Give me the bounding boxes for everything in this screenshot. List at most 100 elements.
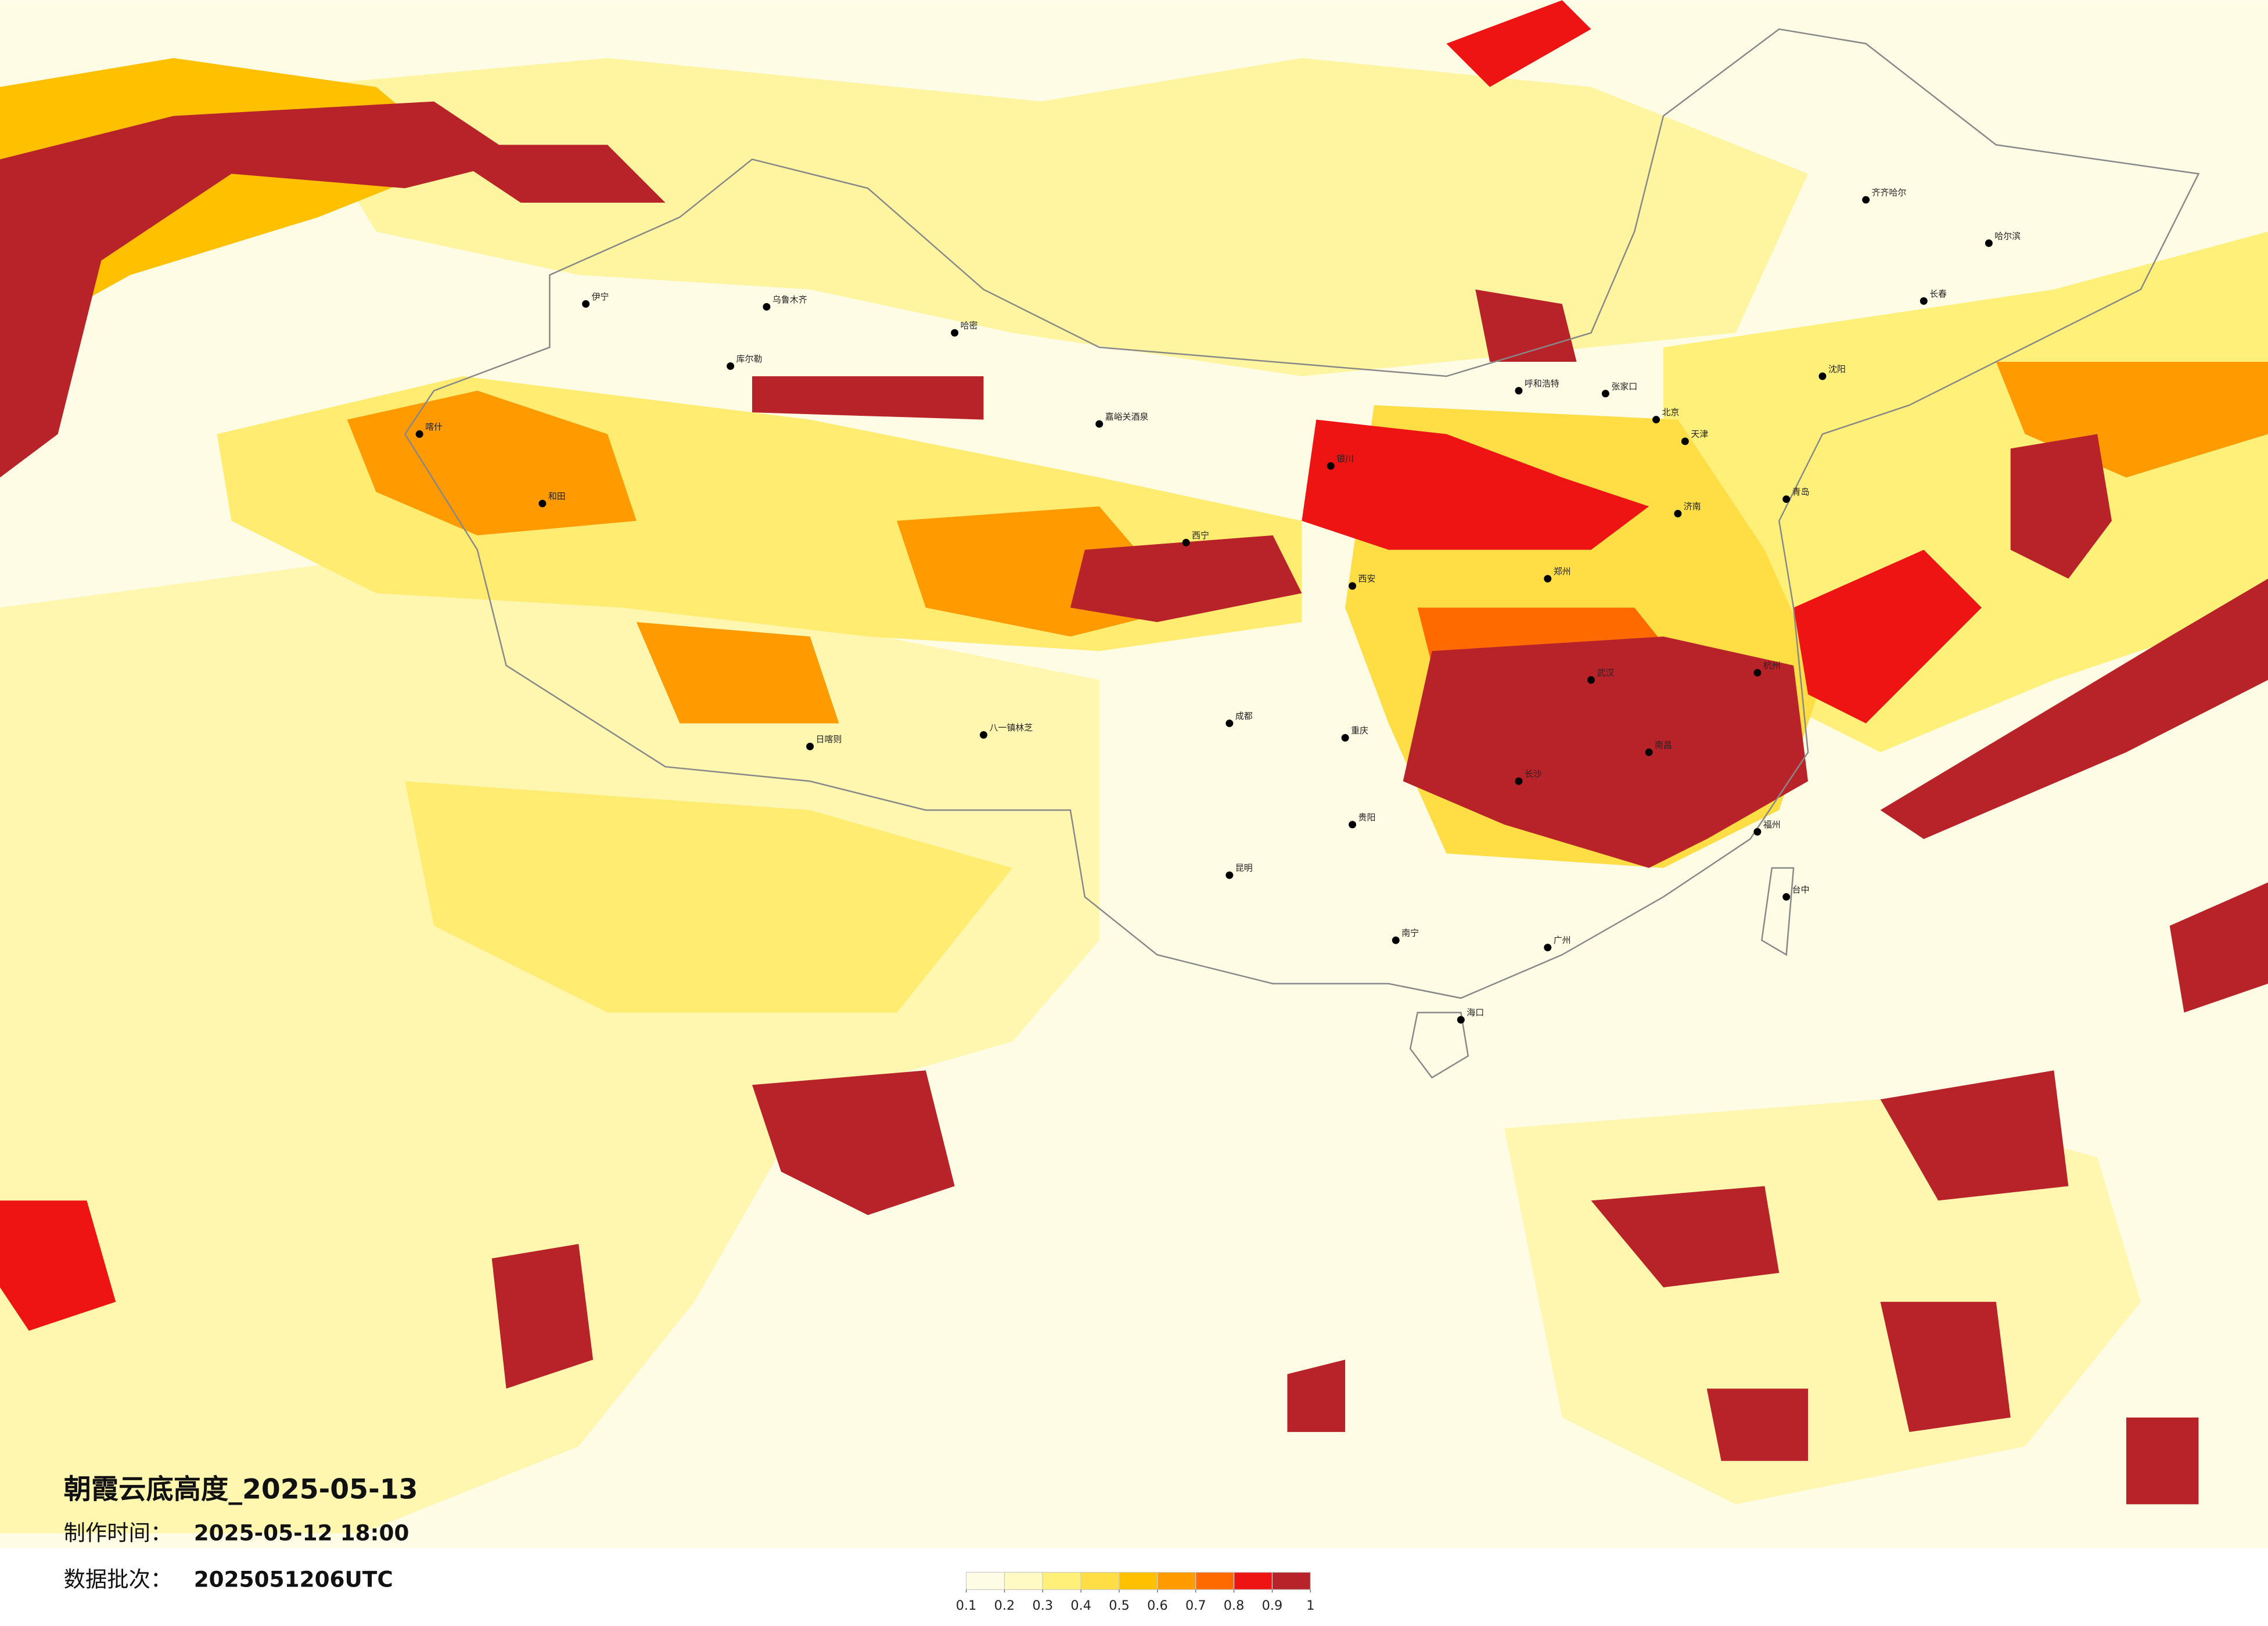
city-label: 长沙 <box>1525 769 1542 779</box>
city-dot <box>1182 538 1190 546</box>
city-dot <box>1349 582 1357 590</box>
city-dot <box>1753 668 1762 677</box>
city-dot <box>1645 748 1653 756</box>
colorbar-swatch <box>1195 1571 1235 1590</box>
colorbar-swatch <box>1233 1571 1273 1590</box>
city-label: 齐齐哈尔 <box>1872 188 1907 198</box>
city-label: 郑州 <box>1554 566 1571 577</box>
city-dot <box>1341 734 1349 742</box>
colorbar-tick-label: 0.5 <box>1109 1598 1130 1613</box>
batch-label: 数据批次： <box>64 1566 172 1592</box>
city-dot <box>1674 510 1682 517</box>
city-dot <box>1544 575 1552 583</box>
city-dot <box>1782 893 1791 901</box>
colorbar-tick-label: 0.4 <box>1070 1598 1091 1613</box>
city-dot <box>980 731 987 739</box>
colorbar-swatch <box>1080 1571 1120 1590</box>
city-dot <box>806 742 814 750</box>
city-dot <box>951 329 959 337</box>
city-label: 海口 <box>1467 1008 1484 1018</box>
city-label: 天津 <box>1691 429 1708 439</box>
map-title: 朝霞云底高度_2025-05-13 <box>64 1473 418 1505</box>
colorbar-tick-label: 0.3 <box>1033 1598 1054 1613</box>
colorbar-tick-label: 0.2 <box>994 1598 1015 1613</box>
city-dot <box>1862 196 1870 204</box>
city-dot <box>1601 390 1609 398</box>
city-label: 乌鲁木齐 <box>772 294 807 305</box>
city-label: 青岛 <box>1792 487 1810 497</box>
colorbar-swatch <box>1004 1571 1043 1590</box>
city-label: 济南 <box>1684 501 1701 512</box>
made-time: 2025-05-12 18:00 <box>194 1520 409 1546</box>
city-dot <box>1753 828 1762 836</box>
city-label: 杭州 <box>1763 660 1781 671</box>
city-label: 广州 <box>1554 935 1571 945</box>
city-label: 武汉 <box>1597 667 1614 678</box>
city-dot <box>1681 437 1689 445</box>
city-label: 沈阳 <box>1828 364 1846 374</box>
colorbar-tick-label: 1 <box>1306 1598 1314 1613</box>
city-dot <box>1818 372 1827 380</box>
colorbar-swatch <box>1157 1571 1196 1590</box>
cloud-field <box>0 0 2268 1534</box>
city-dot <box>1095 420 1104 428</box>
colorbar-tick-label: 0.6 <box>1147 1598 1168 1613</box>
city-label: 银川 <box>1336 454 1354 464</box>
city-label: 伊宁 <box>592 292 609 302</box>
city-label: 长春 <box>1929 289 1947 299</box>
city-label: 南昌 <box>1655 740 1672 750</box>
city-label: 台中 <box>1792 884 1810 895</box>
city-dot <box>1327 462 1335 470</box>
city-dot <box>1457 1016 1465 1024</box>
city-dot <box>1587 676 1595 684</box>
city-label: 南宁 <box>1401 928 1419 938</box>
city-label: 嘉峪关酒泉 <box>1105 412 1149 422</box>
city-label: 贵阳 <box>1358 812 1376 822</box>
city-label: 昆明 <box>1235 863 1253 873</box>
country-border <box>404 28 2200 999</box>
colorbar-swatch <box>965 1571 1005 1590</box>
city-dot <box>727 362 735 370</box>
colorbar-swatch <box>1119 1571 1158 1590</box>
city-dot <box>763 303 771 311</box>
city-dot <box>1920 297 1928 305</box>
city-label: 西宁 <box>1192 530 1209 541</box>
city-label: 北京 <box>1662 407 1680 418</box>
colorbar-tick-label: 0.7 <box>1185 1598 1206 1613</box>
made-label: 制作时间： <box>64 1520 172 1546</box>
colorbar-swatch <box>1042 1571 1081 1590</box>
island-border <box>1409 1012 1469 1079</box>
island-border <box>1760 867 1795 956</box>
city-label: 福州 <box>1763 819 1781 830</box>
colorbar-tick-label: 0.9 <box>1262 1598 1283 1613</box>
colorbar-tick-label: 0.1 <box>956 1598 977 1613</box>
city-dot <box>1225 871 1234 879</box>
city-label: 八一镇林芝 <box>989 722 1033 733</box>
city-label: 库尔勒 <box>736 354 763 364</box>
city-label: 日喀则 <box>816 734 842 744</box>
city-dot <box>538 499 547 508</box>
colorbar-tick-label: 0.8 <box>1224 1598 1245 1613</box>
city-label: 成都 <box>1235 711 1253 721</box>
city-dot <box>1652 416 1660 424</box>
city-dot <box>1392 936 1400 944</box>
city-dot <box>1782 495 1791 503</box>
city-dot <box>1515 777 1523 785</box>
city-dot <box>1544 944 1552 952</box>
city-dot <box>1225 720 1234 728</box>
city-label: 西安 <box>1358 574 1376 584</box>
city-label: 呼和浩特 <box>1525 378 1559 388</box>
city-label: 重庆 <box>1351 725 1368 736</box>
city-dot <box>1349 821 1357 829</box>
city-label: 张家口 <box>1611 381 1637 391</box>
batch-value: 2025051206UTC <box>194 1566 393 1592</box>
city-label: 哈密 <box>961 321 978 331</box>
city-label: 和田 <box>548 491 566 502</box>
city-label: 哈尔滨 <box>1994 231 2021 241</box>
colorbar: 0.1 0.2 0.3 0.4 0.5 0.6 0.7 0.8 0.9 1 <box>956 1571 1314 1613</box>
city-dot <box>582 300 590 308</box>
city-label: 喀什 <box>425 422 443 432</box>
